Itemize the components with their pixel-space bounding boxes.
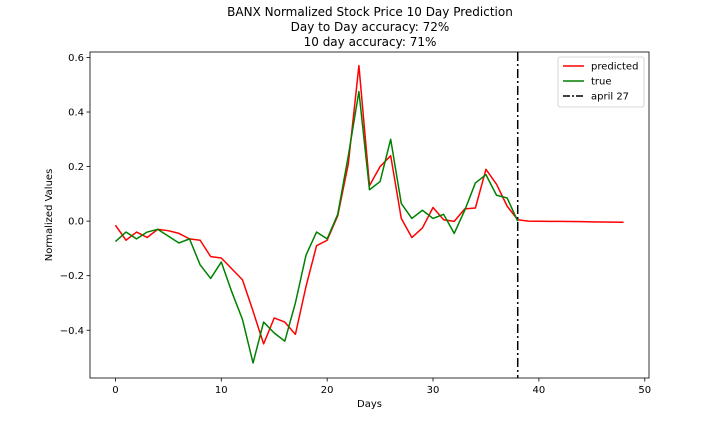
- legend: predicted true april 27: [557, 56, 645, 108]
- x-axis-label: Days: [357, 399, 382, 410]
- x-tick-label: 30: [427, 385, 440, 396]
- y-axis: 0.6 0.4 0.2 0.0 −0.2 −0.4: [60, 53, 90, 337]
- y-tick-label: 0.0: [68, 217, 84, 228]
- chart-subtitle-day-accuracy: Day to Day accuracy: 72%: [291, 20, 450, 34]
- y-tick-label: 0.6: [68, 53, 84, 64]
- plot-frame: [89, 51, 650, 379]
- y-axis-label: Normalized Values: [44, 169, 55, 262]
- x-tick-label: 50: [638, 385, 651, 396]
- y-tick-label: −0.4: [60, 326, 84, 337]
- plot-area: [114, 52, 624, 378]
- legend-label: predicted: [591, 62, 638, 73]
- y-tick-label: −0.2: [60, 271, 84, 282]
- series-line-true: [114, 90, 519, 364]
- x-tick-label: 10: [215, 385, 228, 396]
- legend-label: true: [591, 77, 612, 88]
- x-tick-label: 20: [321, 385, 334, 396]
- x-tick-label: 40: [533, 385, 546, 396]
- legend-label: april 27: [591, 92, 629, 103]
- legend-box: [557, 56, 645, 108]
- chart-title: BANX Normalized Stock Price 10 Day Predi…: [227, 5, 513, 19]
- chart-subtitle-10day-accuracy: 10 day accuracy: 71%: [304, 35, 437, 49]
- x-tick-label: 0: [112, 385, 118, 396]
- y-tick-label: 0.4: [68, 108, 84, 119]
- x-axis: 0 10 20 30 40 50: [112, 378, 651, 396]
- y-tick-label: 0.2: [68, 162, 84, 173]
